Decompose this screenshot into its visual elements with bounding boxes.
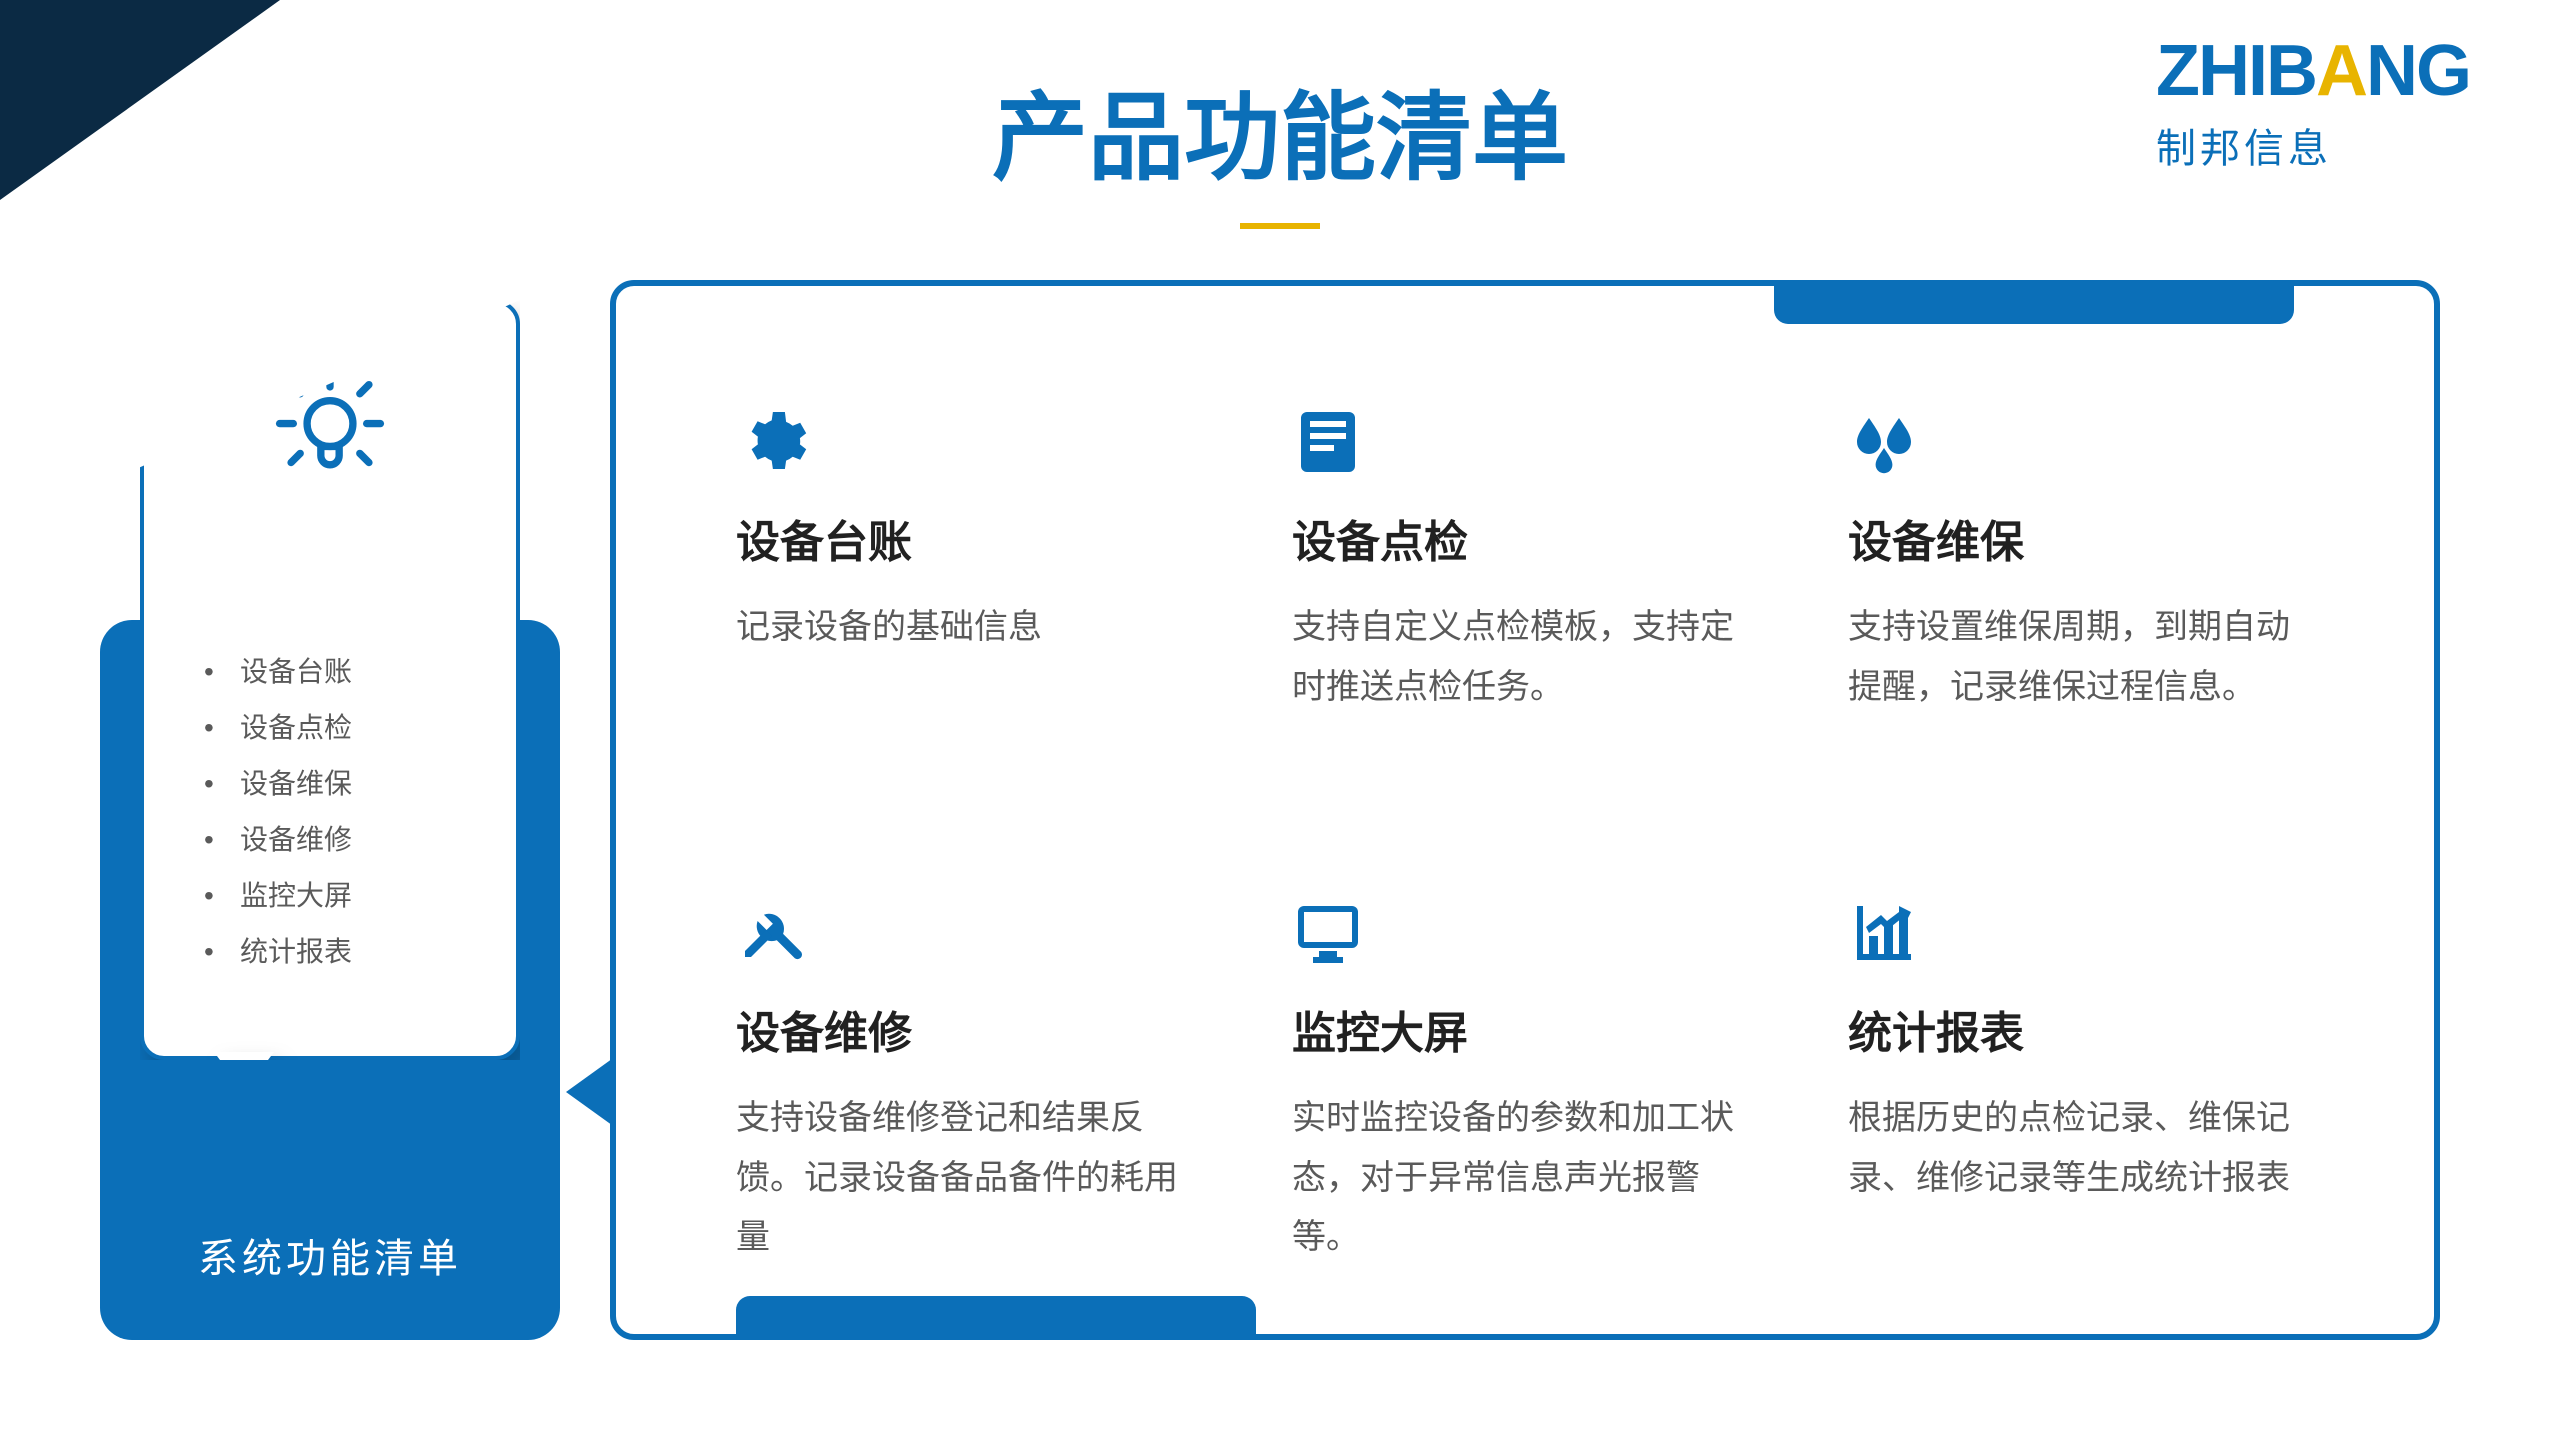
panel-tab-top: [1774, 280, 2294, 324]
feature-title: 设备点检: [1292, 506, 1758, 570]
feature-card: 监控大屏 实时监控设备的参数和加工状态，对于异常信息声光报警等。: [1292, 897, 1758, 1268]
form-icon: [1292, 406, 1364, 478]
feature-title: 设备维保: [1848, 506, 2314, 570]
feature-desc: 支持设置维保周期，到期自动提醒，记录维保过程信息。: [1848, 598, 2314, 717]
lightbulb-icon: [144, 364, 516, 474]
feature-desc: 支持自定义点检模板，支持定时推送点检任务。: [1292, 598, 1758, 717]
feature-card: 设备点检 支持自定义点检模板，支持定时推送点检任务。: [1292, 406, 1758, 717]
feature-card: 设备维修 支持设备维修登记和结果反馈。记录设备备品备件的耗用量: [736, 897, 1202, 1268]
sidebar-item: 设备维修: [192, 812, 480, 868]
panel-tab-bottom: [736, 1296, 1256, 1340]
tools-icon: [736, 897, 808, 969]
sidebar-item: 设备维保: [192, 756, 480, 812]
feature-card: 统计报表 根据历史的点检记录、维保记录、维修记录等生成统计报表: [1848, 897, 2314, 1268]
feature-desc: 根据历史的点检记录、维保记录、维修记录等生成统计报表: [1848, 1089, 2314, 1208]
sidebar-item: 设备台账: [192, 644, 480, 700]
feature-title: 监控大屏: [1292, 997, 1758, 1061]
feature-title: 统计报表: [1848, 997, 2314, 1061]
gear-icon: [736, 406, 808, 478]
sidebar-item: 设备点检: [192, 700, 480, 756]
panel-arrow-left: [566, 1056, 616, 1128]
monitor-icon: [1292, 897, 1364, 969]
sidebar: 系统功能清单 设备台账 设备点检 设备维保 设备维修 监控大屏 统计报表: [100, 300, 560, 1340]
drops-icon: [1848, 406, 1920, 478]
feature-card: 设备维保 支持设置维保周期，到期自动提醒，记录维保过程信息。: [1848, 406, 2314, 717]
sidebar-label: 系统功能清单: [100, 1226, 560, 1284]
chart-icon: [1848, 897, 1920, 969]
main-panel: 设备台账 记录设备的基础信息 设备点检 支持自定义点检模板，支持定时推送点检任务…: [610, 280, 2440, 1340]
sidebar-item: 监控大屏: [192, 868, 480, 924]
feature-desc: 支持设备维修登记和结果反馈。记录设备备品备件的耗用量: [736, 1089, 1202, 1268]
page-title-block: 产品功能清单: [0, 60, 2560, 229]
page-title: 产品功能清单: [0, 60, 2560, 199]
feature-desc: 记录设备的基础信息: [736, 598, 1202, 658]
feature-title: 设备维修: [736, 997, 1202, 1061]
sidebar-list: 设备台账 设备点检 设备维保 设备维修 监控大屏 统计报表: [180, 644, 480, 980]
sidebar-item: 统计报表: [192, 924, 480, 980]
feature-card: 设备台账 记录设备的基础信息: [736, 406, 1202, 717]
title-underline: [1240, 223, 1320, 229]
feature-title: 设备台账: [736, 506, 1202, 570]
feature-desc: 实时监控设备的参数和加工状态，对于异常信息声光报警等。: [1292, 1089, 1758, 1268]
sidebar-card: 设备台账 设备点检 设备维保 设备维修 监控大屏 统计报表: [140, 300, 520, 1060]
feature-grid: 设备台账 记录设备的基础信息 设备点检 支持自定义点检模板，支持定时推送点检任务…: [736, 406, 2314, 1268]
